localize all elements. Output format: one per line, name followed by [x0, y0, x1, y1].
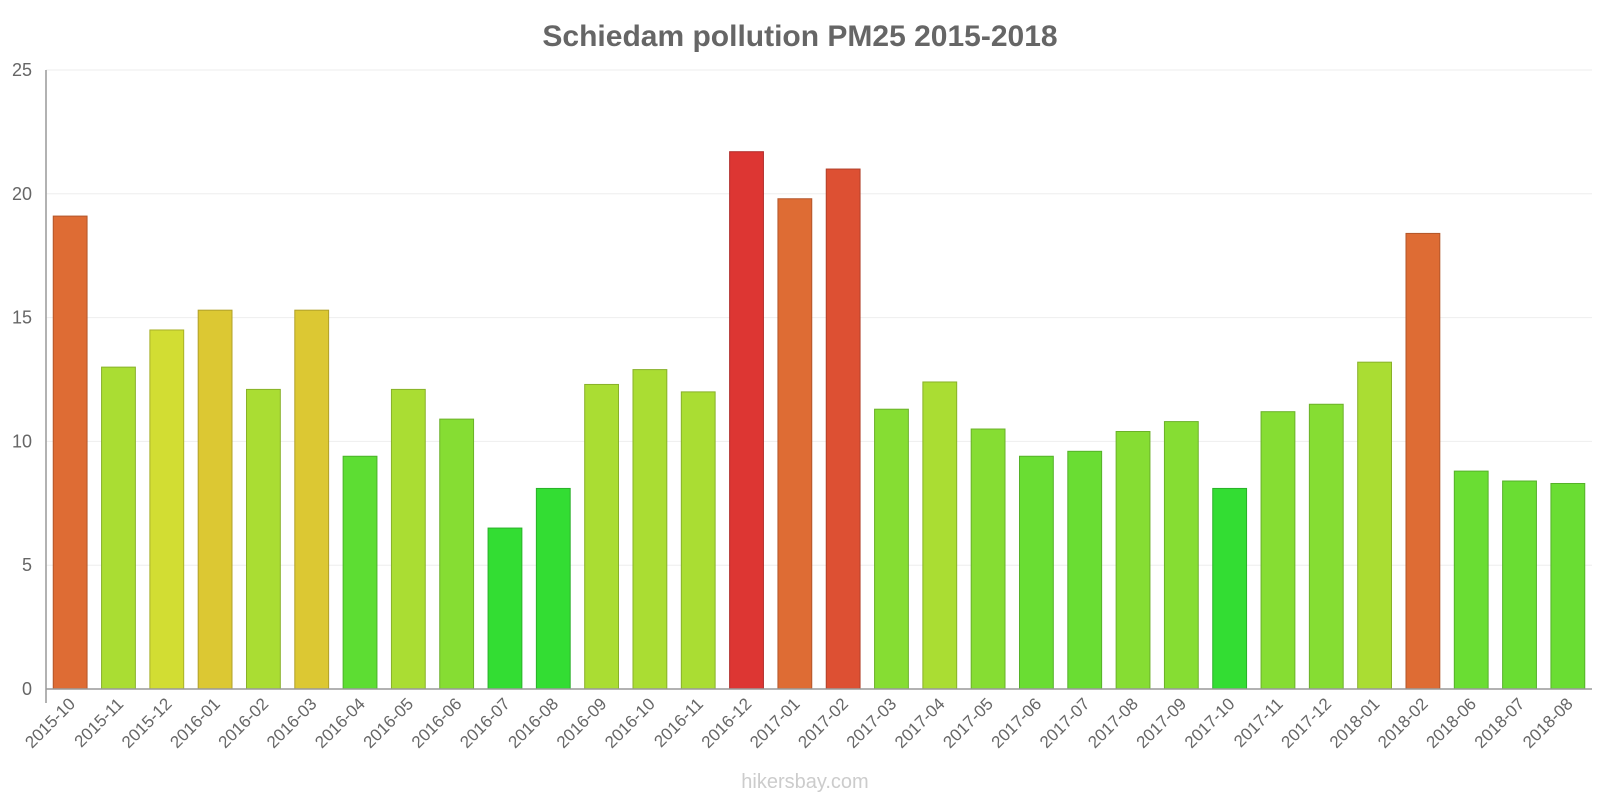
x-tick-label: 2017-02	[794, 694, 852, 752]
x-tick-label: 2015-11	[71, 694, 128, 751]
bar	[101, 366, 136, 690]
x-tick-label: 2017-07	[1036, 694, 1094, 752]
x-tick-label: 2018-02	[1374, 694, 1432, 752]
bar	[777, 198, 813, 690]
x-tick-label: 2015-10	[21, 694, 79, 752]
x-tick-label: 2017-10	[1181, 694, 1239, 752]
x-tick-label: 2018-08	[1519, 694, 1577, 752]
x-tick-label: 2016-09	[553, 694, 611, 752]
y-tick-label: 5	[22, 555, 32, 575]
bar	[1308, 403, 1344, 690]
x-tick-label: 2017-09	[1133, 694, 1191, 752]
x-tick-label: 2016-11	[650, 694, 707, 751]
bar	[874, 408, 909, 690]
bar	[1502, 480, 1537, 690]
bar	[52, 215, 88, 690]
y-tick-label: 10	[12, 431, 32, 451]
bar	[1550, 482, 1586, 690]
bar	[825, 168, 861, 690]
bar	[680, 391, 716, 690]
y-axis-ticks: 0 5 10 15 20 25	[12, 60, 32, 699]
x-tick-label: 2018-06	[1422, 694, 1480, 752]
x-tick-label: 2016-05	[360, 694, 418, 752]
bars	[52, 151, 1586, 690]
bar	[1357, 361, 1393, 690]
x-tick-label: 2018-01	[1326, 694, 1384, 752]
y-tick-label: 25	[12, 60, 32, 80]
x-tick-label: 2017-08	[1084, 694, 1142, 752]
bar	[439, 418, 475, 690]
bar	[1067, 450, 1103, 690]
bar	[632, 369, 668, 690]
x-tick-label: 2018-07	[1471, 694, 1529, 752]
x-tick-label: 2017-05	[939, 694, 997, 752]
y-tick-label: 0	[22, 679, 32, 699]
bar	[1018, 455, 1054, 690]
y-tick-label: 20	[12, 184, 32, 204]
x-tick-label: 2015-12	[118, 694, 176, 752]
bar	[245, 388, 281, 690]
x-tick-label: 2017-06	[988, 694, 1046, 752]
bar	[342, 455, 378, 690]
x-tick-label: 2016-10	[601, 694, 659, 752]
bar	[197, 309, 233, 690]
bar	[1163, 421, 1199, 690]
bar	[149, 329, 185, 690]
x-axis-ticks: 2015-102015-112015-122016-012016-022016-…	[21, 694, 1576, 752]
bar	[294, 309, 330, 690]
x-tick-label: 2017-01	[746, 694, 804, 752]
x-tick-label: 2016-01	[166, 694, 224, 752]
x-tick-label: 2017-03	[843, 694, 901, 752]
bar	[1212, 487, 1248, 690]
x-tick-label: 2016-06	[408, 694, 466, 752]
watermark: hikersbay.com	[741, 771, 868, 793]
x-tick-label: 2017-11	[1230, 694, 1287, 751]
bar	[1115, 430, 1151, 690]
x-tick-label: 2016-02	[215, 694, 273, 752]
bar	[390, 388, 426, 690]
bar	[487, 527, 523, 690]
bar	[584, 383, 620, 690]
x-tick-label: 2017-04	[891, 694, 949, 752]
bar	[922, 381, 958, 690]
x-tick-label: 2016-03	[263, 694, 321, 752]
bar	[1405, 232, 1441, 690]
x-tick-label: 2016-04	[311, 694, 369, 752]
bar	[729, 151, 764, 690]
bar	[1453, 470, 1489, 690]
x-tick-label: 2016-12	[698, 694, 756, 752]
bar	[535, 487, 571, 690]
x-tick-label: 2016-08	[505, 694, 563, 752]
bar	[1260, 411, 1296, 690]
bar	[970, 428, 1006, 690]
chart-title: Schiedam pollution PM25 2015-2018	[542, 20, 1057, 53]
x-tick-label: 2017-12	[1278, 694, 1336, 752]
x-tick-label: 2016-07	[456, 694, 514, 752]
y-tick-label: 15	[12, 308, 32, 328]
